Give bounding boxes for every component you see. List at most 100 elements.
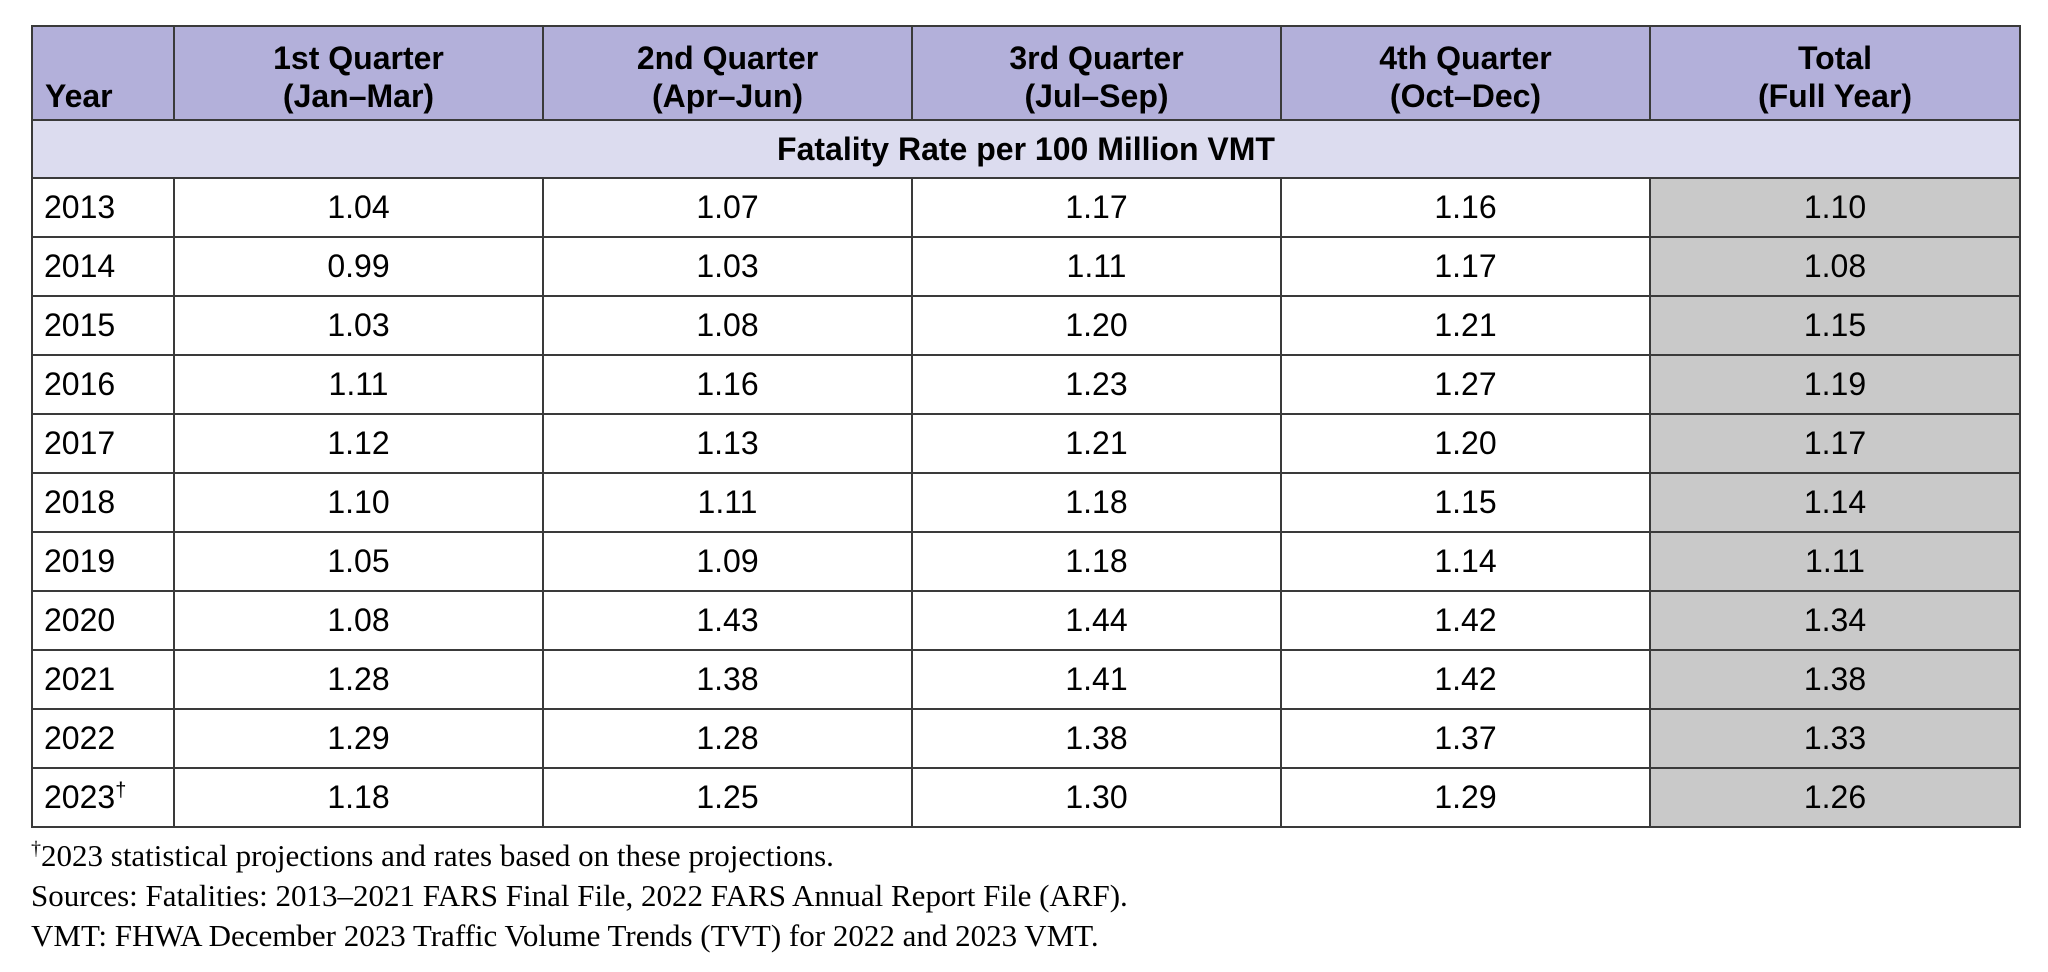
q4-cell: 1.14	[1280, 531, 1651, 592]
header-q1-line1: 1st Quarter	[273, 40, 444, 76]
total-cell: 1.15	[1649, 295, 2021, 356]
table-row: 2016 1.11 1.16 1.23 1.27 1.19	[31, 354, 2021, 415]
q4-cell: 1.42	[1280, 590, 1651, 651]
q2-cell: 1.25	[542, 767, 913, 828]
year-value: 2013	[44, 189, 116, 225]
header-total-line1: Total	[1797, 40, 1873, 76]
footnote-projection-text: 2023 statistical projections and rates b…	[41, 838, 834, 873]
table-row: 2015 1.03 1.08 1.20 1.21 1.15	[31, 295, 2021, 356]
total-cell: 1.26	[1649, 767, 2021, 828]
q2-cell: 1.16	[542, 354, 913, 415]
fatality-rate-table: Year 1st Quarter (Jan–Mar) 2nd Quarter (Apr–…	[31, 25, 2021, 828]
year-value: 2022	[44, 720, 116, 756]
header-q1: 1st Quarter (Jan–Mar)	[173, 25, 544, 121]
year-value: 2019	[44, 543, 116, 579]
year-value: 2014	[44, 248, 116, 284]
year-cell: 2016	[31, 354, 175, 415]
q2-cell: 1.09	[542, 531, 913, 592]
total-cell: 1.19	[1649, 354, 2021, 415]
q4-cell: 1.17	[1280, 236, 1651, 297]
year-cell: 2021	[31, 649, 175, 710]
table-row: 2017 1.12 1.13 1.21 1.20 1.17	[31, 413, 2021, 474]
total-cell: 1.10	[1649, 177, 2021, 238]
q3-cell: 1.23	[911, 354, 1282, 415]
q1-cell: 1.03	[173, 295, 544, 356]
q4-cell: 1.29	[1280, 767, 1651, 828]
year-cell: 2020	[31, 590, 175, 651]
footnote-projection: †2023 statistical projections and rates …	[31, 836, 1128, 876]
year-cell: 2014	[31, 236, 175, 297]
total-cell: 1.11	[1649, 531, 2021, 592]
q4-cell: 1.27	[1280, 354, 1651, 415]
footnote-dagger-marker: †	[31, 837, 41, 860]
total-cell: 1.33	[1649, 708, 2021, 769]
section-label: Fatality Rate per 100 Million VMT	[31, 119, 2021, 179]
q2-cell: 1.03	[542, 236, 913, 297]
q3-cell: 1.18	[911, 531, 1282, 592]
section-row: Fatality Rate per 100 Million VMT	[31, 119, 2021, 179]
q3-cell: 1.18	[911, 472, 1282, 533]
year-value: 2015	[44, 307, 116, 343]
q1-cell: 0.99	[173, 236, 544, 297]
year-value: 2020	[44, 602, 116, 638]
year-cell: 2018	[31, 472, 175, 533]
q1-cell: 1.04	[173, 177, 544, 238]
q1-cell: 1.18	[173, 767, 544, 828]
q3-cell: 1.17	[911, 177, 1282, 238]
table-row: 2013 1.04 1.07 1.17 1.16 1.10	[31, 177, 2021, 238]
q1-cell: 1.28	[173, 649, 544, 710]
q2-cell: 1.07	[542, 177, 913, 238]
q3-cell: 1.30	[911, 767, 1282, 828]
total-cell: 1.08	[1649, 236, 2021, 297]
year-cell: 2013	[31, 177, 175, 238]
footnote-sources: Sources: Fatalities: 2013–2021 FARS Fina…	[31, 878, 1128, 913]
q2-cell: 1.28	[542, 708, 913, 769]
header-year-line2: Year	[45, 78, 113, 114]
header-q2-line2: (Apr–Jun)	[651, 78, 804, 114]
q2-cell: 1.08	[542, 295, 913, 356]
q3-cell: 1.20	[911, 295, 1282, 356]
q1-cell: 1.08	[173, 590, 544, 651]
total-cell: 1.34	[1649, 590, 2021, 651]
header-q1-line2: (Jan–Mar)	[282, 78, 435, 114]
dagger-marker: †	[115, 779, 127, 802]
q4-cell: 1.16	[1280, 177, 1651, 238]
q3-cell: 1.38	[911, 708, 1282, 769]
q4-cell: 1.15	[1280, 472, 1651, 533]
header-q3-line2: (Jul–Sep)	[1024, 78, 1169, 114]
header-q3-line1: 3rd Quarter	[1009, 40, 1184, 76]
q1-cell: 1.29	[173, 708, 544, 769]
q2-cell: 1.43	[542, 590, 913, 651]
header-total: Total (Full Year)	[1649, 25, 2021, 121]
year-cell: 2015	[31, 295, 175, 356]
q2-cell: 1.38	[542, 649, 913, 710]
header-row: Year 1st Quarter (Jan–Mar) 2nd Quarter (Apr–…	[31, 25, 2021, 121]
footnote-vmt: VMT: FHWA December 2023 Traffic Volume T…	[31, 918, 1099, 953]
table-row: 2022 1.29 1.28 1.38 1.37 1.33	[31, 708, 2021, 769]
total-cell: 1.14	[1649, 472, 2021, 533]
q3-cell: 1.21	[911, 413, 1282, 474]
header-q2-line1: 2nd Quarter	[636, 40, 819, 76]
q3-cell: 1.44	[911, 590, 1282, 651]
header-q3: 3rd Quarter (Jul–Sep)	[911, 25, 1282, 121]
q3-cell: 1.11	[911, 236, 1282, 297]
year-value: 2017	[44, 425, 116, 461]
header-q4: 4th Quarter (Oct–Dec)	[1280, 25, 1651, 121]
q2-cell: 1.13	[542, 413, 913, 474]
header-q4-line2: (Oct–Dec)	[1389, 78, 1542, 114]
header-total-line2: (Full Year)	[1757, 78, 1913, 114]
table-row: 2020 1.08 1.43 1.44 1.42 1.34	[31, 590, 2021, 651]
year-value: 2023	[44, 779, 116, 815]
total-cell: 1.17	[1649, 413, 2021, 474]
q4-cell: 1.42	[1280, 649, 1651, 710]
header-year: Year	[31, 25, 175, 121]
table-row: 2021 1.28 1.38 1.41 1.42 1.38	[31, 649, 2021, 710]
total-cell: 1.38	[1649, 649, 2021, 710]
table-row: 2023† 1.18 1.25 1.30 1.29 1.26	[31, 767, 2021, 828]
year-cell: 2023†	[31, 767, 175, 828]
table-row: 2019 1.05 1.09 1.18 1.14 1.11	[31, 531, 2021, 592]
q4-cell: 1.21	[1280, 295, 1651, 356]
header-q2: 2nd Quarter (Apr–Jun)	[542, 25, 913, 121]
q3-cell: 1.41	[911, 649, 1282, 710]
header-q4-line1: 4th Quarter	[1379, 40, 1552, 76]
